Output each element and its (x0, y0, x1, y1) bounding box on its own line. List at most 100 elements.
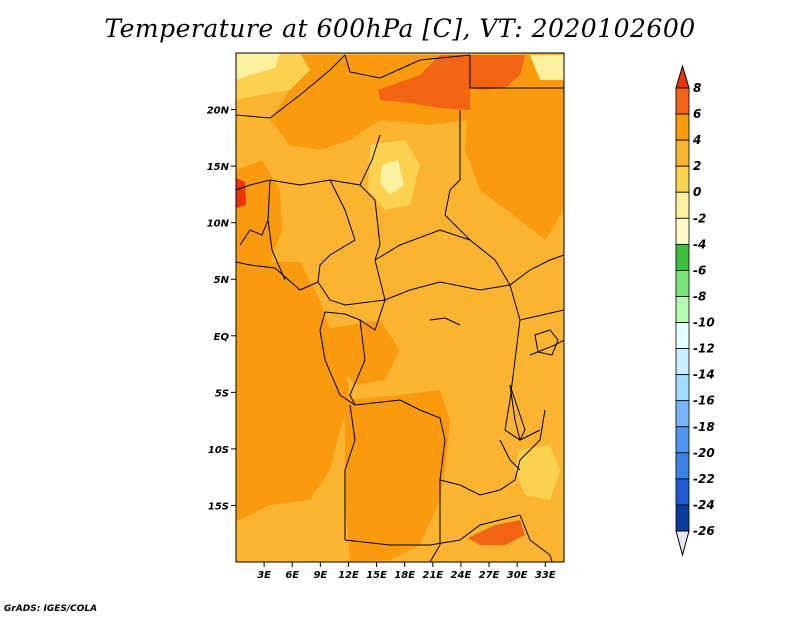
field-pale-chad (380, 160, 404, 195)
border-10 (444, 214, 471, 241)
colorbar-bottom-arrow (675, 530, 690, 557)
lon-tick-label: 15E (366, 570, 387, 581)
colorbar-label: -22 (693, 472, 715, 486)
colorbar-segment (675, 322, 690, 349)
colorbar-label: -18 (693, 420, 715, 434)
colorbar-segment (675, 243, 690, 271)
field-east (465, 55, 564, 240)
border-2 (344, 54, 471, 79)
colorbar-segment (675, 87, 690, 115)
border-26 (499, 439, 521, 471)
colorbar-label: -20 (693, 446, 715, 460)
field-red-south (468, 520, 525, 545)
colorbar-top-arrow (675, 64, 690, 89)
colorbar-segment (675, 217, 690, 245)
field-red-north (378, 55, 470, 110)
border-5 (359, 134, 381, 261)
coast-1 (236, 261, 319, 291)
lon-ticks: 3E 6E 9E 12E 15E 18E 21E 24E 27E 30E 33E (257, 562, 556, 581)
colorbar-segment (675, 400, 690, 428)
colorbar: 8 6 4 2 0 -2 -4 -6 -8 -10 -12 -14 -16 -18 -20 -22 -24 -26 (675, 64, 715, 557)
lon-tick-label: 27E (479, 570, 500, 581)
colorbar-label: 6 (693, 107, 701, 121)
lon-tick-label: 12E (338, 570, 359, 581)
colorbar-label: -4 (693, 237, 706, 251)
map-title: Temperature at 600hPa [C], VT: 202010260… (104, 14, 696, 43)
lake-victoria (534, 329, 559, 356)
colorbar-label: 0 (693, 185, 701, 199)
lat-tick-label: EQ (214, 332, 230, 343)
field-red-west (236, 178, 246, 208)
plot-frame (235, 52, 565, 563)
border-3 (469, 55, 564, 89)
lon-tick-label: 21E (422, 570, 443, 581)
border-1 (236, 54, 346, 119)
credit-label: GrADS: IGES/COLA (4, 604, 98, 614)
border-17 (344, 514, 521, 546)
border-11 (374, 259, 511, 301)
field-south-west (236, 262, 350, 520)
border-16 (344, 404, 356, 540)
coast-2 (319, 311, 356, 406)
border-18 (439, 409, 546, 496)
lat-ticks: 20N 15N 10N 5N EQ 5S 10S 15S (207, 106, 236, 512)
border-9 (374, 229, 564, 286)
border-6 (236, 179, 361, 191)
border-24 (239, 219, 269, 246)
temperature-field (236, 53, 564, 562)
colorbar-label: -26 (693, 524, 715, 538)
field-congo-west (320, 320, 400, 385)
lat-tick-label: 20N (207, 106, 230, 117)
colorbar-segment (675, 374, 690, 402)
colorbar-segment (675, 139, 690, 167)
lon-tick-label: 6E (285, 570, 299, 581)
lon-tick-label: 30E (507, 570, 528, 581)
border-14 (349, 319, 401, 406)
field-pale-nw (236, 53, 280, 80)
lat-tick-label: 5S (215, 388, 229, 399)
field-yellow-se (515, 445, 560, 500)
border-4 (444, 110, 461, 216)
border-7 (267, 179, 286, 281)
colorbar-label: -16 (693, 394, 715, 408)
lat-tick-label: 10S (208, 445, 229, 456)
lon-tick-label: 24E (451, 570, 472, 581)
lat-tick-label: 10N (207, 219, 230, 230)
field-south-central (345, 390, 450, 562)
colorbar-label: -12 (693, 342, 715, 356)
colorbar-label: -6 (693, 263, 706, 277)
colorbar-label: -2 (693, 211, 706, 225)
lon-tick-label: 18E (394, 570, 415, 581)
lat-tick-label: 5N (214, 275, 230, 286)
border-15 (399, 399, 446, 481)
lon-tick-label: 9E (313, 570, 327, 581)
colorbar-segment (675, 270, 690, 297)
field-red-northeast (470, 55, 525, 90)
field-pale-ne (530, 55, 564, 80)
colorbar-segment (675, 348, 690, 376)
lon-tick-label: 3E (257, 570, 271, 581)
lat-tick-label: 15N (207, 162, 230, 173)
colorbar-segment (675, 504, 690, 532)
colorbar-segment (675, 478, 690, 506)
colorbar-segment (675, 165, 690, 193)
border-22 (429, 480, 441, 562)
colorbar-label: 4 (692, 133, 701, 147)
border-8 (317, 179, 356, 283)
country-borders (236, 54, 564, 562)
colorbar-label: 2 (693, 159, 701, 173)
colorbar-segment (675, 191, 690, 219)
colorbar-label: 8 (693, 81, 701, 95)
border-20 (519, 309, 564, 321)
colorbar-segment (675, 296, 690, 323)
colorbar-label: -10 (693, 316, 715, 330)
colorbar-label: -8 (693, 289, 706, 303)
colorbar-segment (675, 452, 690, 480)
colorbar-label: -24 (693, 498, 715, 512)
border-25 (429, 317, 461, 326)
colorbar-segment (675, 113, 690, 141)
colorbar-label: -14 (693, 368, 715, 382)
lon-tick-label: 33E (535, 570, 556, 581)
colorbar-segment (675, 426, 690, 454)
